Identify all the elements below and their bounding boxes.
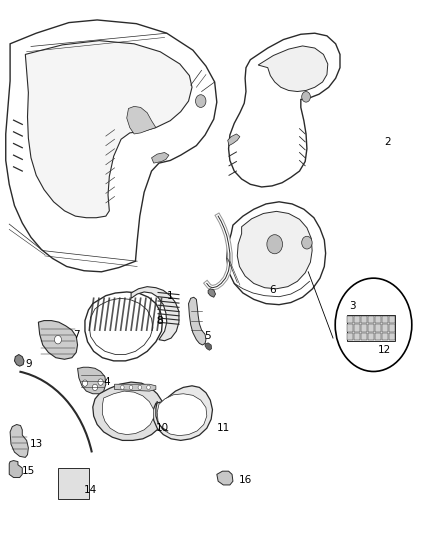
Circle shape <box>147 385 150 390</box>
Polygon shape <box>258 46 328 92</box>
Polygon shape <box>152 152 169 163</box>
Bar <box>58 468 89 499</box>
Polygon shape <box>217 471 233 485</box>
Text: 11: 11 <box>217 423 230 433</box>
Text: 10: 10 <box>156 423 169 433</box>
Polygon shape <box>131 287 179 341</box>
Polygon shape <box>14 354 24 366</box>
Polygon shape <box>205 343 212 350</box>
Text: 3: 3 <box>350 301 356 311</box>
Polygon shape <box>102 391 154 434</box>
Circle shape <box>82 380 88 386</box>
Polygon shape <box>93 382 165 440</box>
Circle shape <box>195 95 206 108</box>
Polygon shape <box>227 202 325 305</box>
Polygon shape <box>9 461 22 478</box>
Polygon shape <box>127 107 156 134</box>
Polygon shape <box>157 394 207 435</box>
Bar <box>382 333 388 340</box>
Circle shape <box>98 379 103 385</box>
Bar <box>361 333 367 340</box>
Circle shape <box>335 278 412 372</box>
Text: 13: 13 <box>30 439 43 449</box>
Bar <box>347 316 353 323</box>
Text: 14: 14 <box>84 485 97 495</box>
Polygon shape <box>6 20 217 272</box>
Polygon shape <box>10 424 28 457</box>
Polygon shape <box>153 386 212 440</box>
Circle shape <box>92 384 98 391</box>
Bar <box>354 316 360 323</box>
Bar <box>347 333 353 340</box>
Bar <box>389 316 395 323</box>
Bar <box>354 333 360 340</box>
Text: 6: 6 <box>269 285 276 295</box>
Polygon shape <box>78 367 106 394</box>
Circle shape <box>129 385 133 390</box>
Text: 8: 8 <box>156 316 162 326</box>
Circle shape <box>302 236 312 249</box>
Circle shape <box>302 92 311 102</box>
Circle shape <box>54 335 61 344</box>
Polygon shape <box>229 33 340 187</box>
Text: 9: 9 <box>25 359 32 369</box>
Polygon shape <box>85 292 162 361</box>
Text: 12: 12 <box>378 345 391 356</box>
Bar <box>361 324 367 332</box>
Text: 4: 4 <box>104 377 110 387</box>
Bar <box>375 333 381 340</box>
Bar <box>347 324 353 332</box>
Bar <box>382 324 388 332</box>
Polygon shape <box>39 320 78 359</box>
Circle shape <box>138 385 141 390</box>
Bar <box>389 324 395 332</box>
Polygon shape <box>237 212 312 289</box>
Circle shape <box>120 385 124 390</box>
Text: 5: 5 <box>204 332 210 342</box>
Circle shape <box>267 235 283 254</box>
FancyBboxPatch shape <box>346 316 395 341</box>
Text: 15: 15 <box>22 466 35 475</box>
Bar <box>354 324 360 332</box>
Bar <box>368 316 374 323</box>
Polygon shape <box>25 41 192 217</box>
Bar <box>368 324 374 332</box>
Bar <box>375 316 381 323</box>
Polygon shape <box>188 297 206 345</box>
Polygon shape <box>208 289 215 297</box>
Bar <box>389 333 395 340</box>
Text: 16: 16 <box>239 475 252 484</box>
Bar <box>382 316 388 323</box>
Text: 1: 1 <box>167 290 173 301</box>
Polygon shape <box>115 384 156 391</box>
Text: 2: 2 <box>385 137 391 147</box>
Bar <box>368 333 374 340</box>
Bar <box>361 316 367 323</box>
Text: 7: 7 <box>73 330 80 341</box>
Polygon shape <box>228 134 240 146</box>
Bar <box>375 324 381 332</box>
